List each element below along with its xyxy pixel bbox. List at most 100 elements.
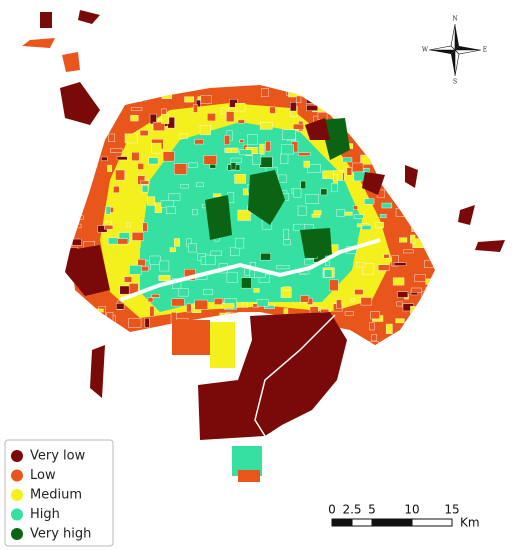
land-parcel (408, 159, 415, 163)
land-parcel (259, 121, 273, 130)
land-parcel (131, 151, 140, 161)
land-parcel (129, 265, 142, 275)
region-very-low (405, 165, 418, 188)
land-parcel (77, 323, 85, 327)
land-parcel (353, 205, 358, 211)
land-parcel (427, 301, 435, 312)
land-parcel (383, 97, 395, 102)
land-parcel (106, 312, 114, 322)
land-parcel (220, 107, 230, 115)
land-parcel (116, 303, 125, 310)
land-parcel (137, 163, 144, 170)
region-very-low (40, 12, 52, 28)
river (119, 238, 381, 302)
land-parcel (280, 153, 289, 164)
land-parcel (333, 174, 338, 185)
land-parcel (423, 333, 429, 344)
land-parcel (367, 137, 378, 149)
land-parcel (324, 269, 333, 278)
land-parcel (210, 250, 222, 256)
land-parcel (130, 107, 143, 111)
land-parcel (293, 123, 304, 130)
land-parcel (320, 188, 328, 196)
land-parcel (346, 167, 353, 176)
legend-box (4, 439, 114, 547)
land-parcel (369, 322, 375, 331)
legend-label: Very high (30, 527, 91, 542)
land-parcel (356, 119, 366, 130)
land-parcel (70, 298, 78, 308)
land-parcel (320, 308, 330, 313)
land-parcel (180, 184, 189, 189)
land-parcel (70, 220, 74, 225)
land-parcel (392, 155, 401, 162)
land-parcel (113, 186, 120, 194)
land-parcel (252, 153, 262, 165)
compass-needle (428, 45, 456, 51)
region-low (22, 38, 55, 48)
region-medium (210, 322, 235, 368)
land-parcel (154, 202, 162, 213)
land-parcel (403, 155, 408, 162)
land-parcel (322, 170, 334, 179)
land-parcel (240, 277, 252, 289)
land-parcel (129, 90, 141, 101)
land-parcel (344, 311, 354, 316)
land-parcel (204, 254, 216, 266)
land-parcel (424, 260, 435, 268)
land-parcel (430, 109, 435, 114)
land-parcel (93, 119, 101, 130)
scale-segment (411, 518, 453, 527)
land-parcel (431, 317, 435, 327)
land-parcel (428, 148, 435, 159)
land-parcel (405, 131, 415, 139)
region-low (172, 320, 210, 355)
land-parcel (230, 247, 240, 257)
land-parcel (160, 199, 174, 208)
land-parcel (387, 163, 398, 167)
land-parcel (173, 238, 180, 247)
land-parcel (269, 106, 276, 114)
land-parcel (362, 263, 375, 275)
land-parcel (391, 255, 399, 267)
land-parcel (303, 160, 310, 168)
land-parcel (383, 254, 390, 259)
land-parcel (166, 206, 176, 215)
land-parcel (283, 286, 291, 291)
land-parcel (423, 334, 435, 344)
land-parcel (412, 110, 423, 119)
land-parcel (192, 209, 198, 216)
land-parcel (410, 305, 416, 318)
land-parcel (142, 222, 148, 232)
land-parcel (174, 163, 187, 175)
land-parcel (108, 133, 116, 142)
region-low (62, 52, 80, 72)
land-parcel (370, 311, 380, 320)
land-parcel (115, 92, 129, 101)
land-parcel (196, 182, 204, 188)
legend-swatch (11, 508, 23, 521)
scale-label: 5 (368, 503, 376, 517)
land-parcel (296, 95, 302, 103)
legend-swatch (11, 469, 23, 482)
land-parcel (226, 271, 238, 283)
land-parcel (72, 238, 82, 246)
land-parcel (207, 113, 216, 122)
land-parcel (104, 108, 117, 116)
land-parcel (158, 275, 171, 281)
land-parcel (423, 300, 430, 307)
land-parcel (417, 171, 424, 181)
legend-swatch (11, 528, 23, 540)
land-parcel (188, 162, 198, 168)
scale-label: 15 (444, 503, 459, 517)
land-parcel (79, 311, 89, 319)
land-parcel (379, 214, 387, 219)
land-parcel (224, 147, 233, 153)
land-parcel (305, 96, 314, 104)
land-parcel (118, 89, 124, 98)
land-parcel (344, 211, 353, 216)
legend-swatch (11, 450, 23, 462)
land-parcel (352, 117, 363, 128)
land-parcel (70, 208, 71, 216)
